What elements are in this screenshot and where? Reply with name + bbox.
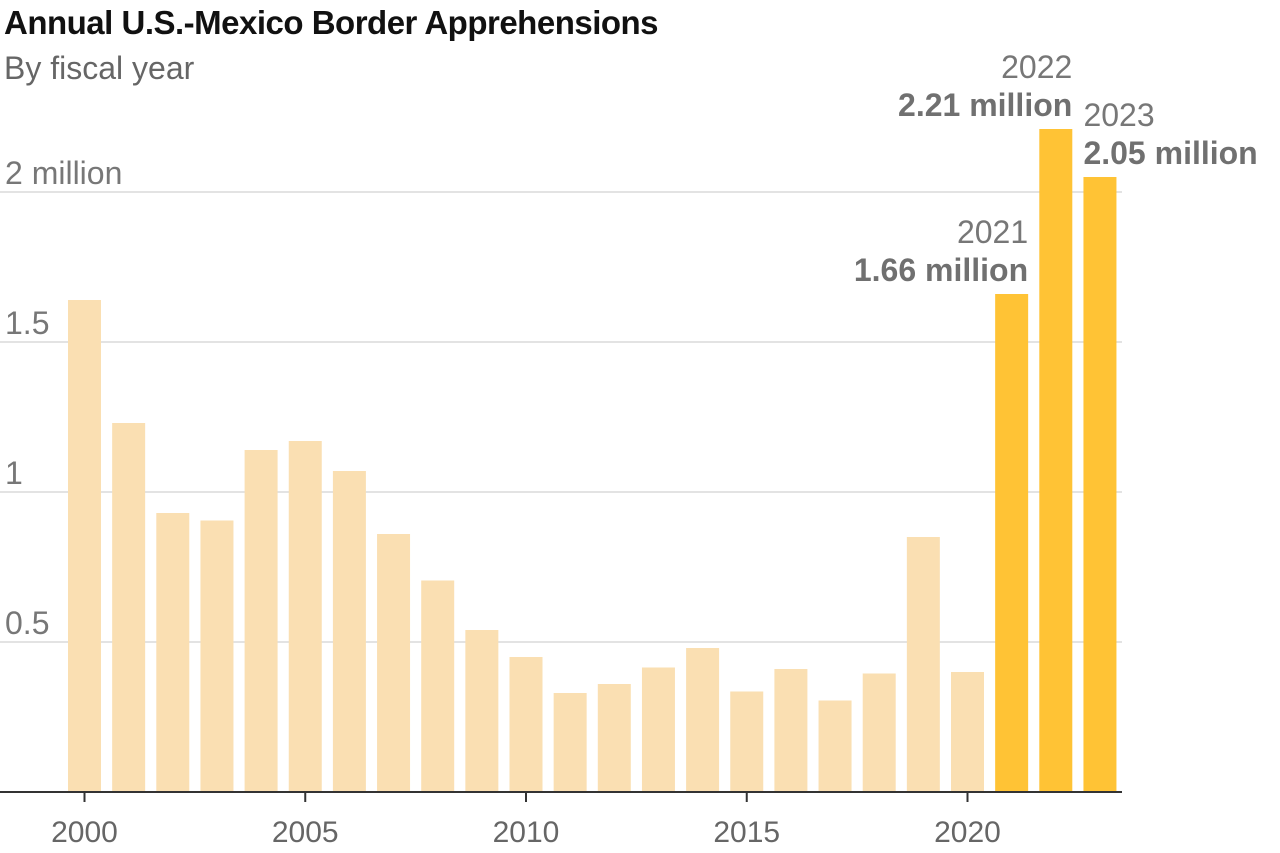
x-tick-label-2005: 2005 (272, 816, 339, 849)
y-tick-label-2: 1.5 (5, 305, 49, 341)
bar-2004 (244, 450, 278, 792)
x-tick-label-2010: 2010 (493, 816, 560, 849)
chart-title: Annual U.S.-Mexico Border Apprehensions (4, 4, 659, 41)
x-tick-label-2020: 2020 (934, 816, 1001, 849)
bar-2005 (288, 441, 322, 792)
x-axis-tick-labels: 2000 2005 2010 2015 2020 (51, 792, 1001, 849)
bar-2003 (200, 520, 234, 792)
y-tick-label-1: 1 (5, 455, 23, 491)
bar-2009 (465, 630, 499, 792)
y-tick-label-3: 2 million (5, 155, 122, 191)
bar-2015 (730, 691, 764, 792)
bar-2013 (641, 667, 675, 792)
bar-2016 (774, 669, 808, 792)
y-axis-tick-labels: 0.5 1 1.5 2 million (5, 155, 122, 641)
chart-subtitle: By fiscal year (4, 50, 195, 86)
bar-2002 (156, 513, 190, 792)
bar-2010 (509, 657, 543, 792)
annotation-year-2023: 2023 (1083, 97, 1154, 133)
bar-2000 (68, 300, 101, 792)
x-tick-label-2015: 2015 (713, 816, 780, 849)
bar-2021 (995, 294, 1029, 792)
bar-2023 (1083, 177, 1117, 792)
bar-2007 (377, 534, 411, 792)
bar-2001 (112, 423, 146, 792)
bar-2012 (597, 684, 631, 792)
y-tick-label-0: 0.5 (5, 605, 49, 641)
bar-2022 (1039, 129, 1073, 792)
bar-2008 (421, 580, 455, 792)
bar-2018 (862, 673, 896, 792)
annotation-year-2022: 2022 (1001, 49, 1072, 85)
bar-2014 (686, 648, 720, 792)
bar-2020 (951, 672, 984, 792)
annotation-value-2023: 2.05 million (1083, 135, 1257, 171)
bar-2011 (553, 693, 587, 792)
bars (68, 129, 1117, 792)
x-tick-label-2000: 2000 (51, 816, 118, 849)
bar-2019 (906, 537, 940, 792)
annotation-year-2021: 2021 (957, 214, 1028, 250)
annotation-value-2021: 1.66 million (854, 252, 1028, 288)
bar-2017 (818, 700, 852, 792)
annotation-value-2022: 2.21 million (898, 87, 1072, 123)
bar-2006 (332, 471, 366, 792)
